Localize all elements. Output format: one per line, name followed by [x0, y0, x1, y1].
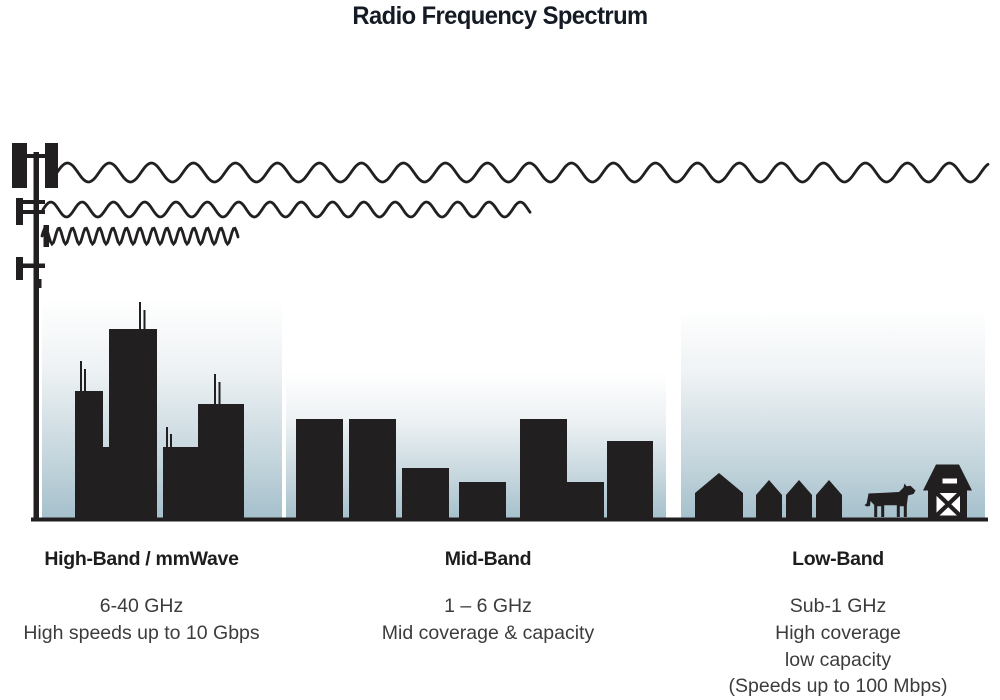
mid-band-frequency-range: 1 – 6 GHz	[444, 595, 532, 617]
low-band-details: Sub-1 GHz High coverage low capacity (Sp…	[688, 593, 988, 700]
low-band-coverage: High coverage	[775, 621, 901, 644]
high-band-description: High speeds up to 10 Gbps	[23, 621, 260, 644]
low-band-speed-note: (Speeds up to 100 Mbps)	[728, 675, 948, 698]
low-band-houses-icon	[695, 473, 842, 519]
high-band-frequency-range: 6-40 GHz	[99, 595, 184, 617]
mid-band-description: Mid coverage & capacity	[381, 621, 595, 644]
low-frequency-wave-icon	[55, 161, 990, 184]
mid-frequency-wave-icon	[41, 200, 532, 219]
mid-band-heading: Mid-Band	[444, 548, 532, 570]
mid-band-label: Mid-Band 1 – 6 GHz Mid coverage & capaci…	[368, 547, 608, 647]
low-band-label: Low-Band Sub-1 GHz High coverage low cap…	[688, 547, 988, 700]
barn-icon	[923, 464, 972, 518]
cell-tower-icon	[12, 143, 58, 522]
high-band-details: 6-40 GHz High speeds up to 10 Gbps	[20, 593, 263, 647]
mid-band-buildings-icon	[296, 419, 653, 519]
low-band-frequency-range: Sub-1 GHz	[789, 595, 887, 617]
high-band-city-skyline-icon	[75, 302, 244, 519]
radio-waves	[40, 161, 990, 247]
cow-icon	[864, 483, 916, 517]
mid-band-details: 1 – 6 GHz Mid coverage & capacity	[368, 593, 608, 647]
high-frequency-wave-icon	[40, 226, 240, 247]
ground-line	[31, 517, 988, 522]
page-title: Radio Frequency Spectrum	[352, 2, 648, 30]
spectrum-illustration	[12, 143, 990, 522]
low-band-capacity: low capacity	[784, 648, 892, 671]
high-band-heading: High-Band / mmWave	[44, 548, 239, 570]
low-band-heading: Low-Band	[792, 548, 884, 570]
high-band-label: High-Band / mmWave 6-40 GHz High speeds …	[20, 547, 263, 647]
